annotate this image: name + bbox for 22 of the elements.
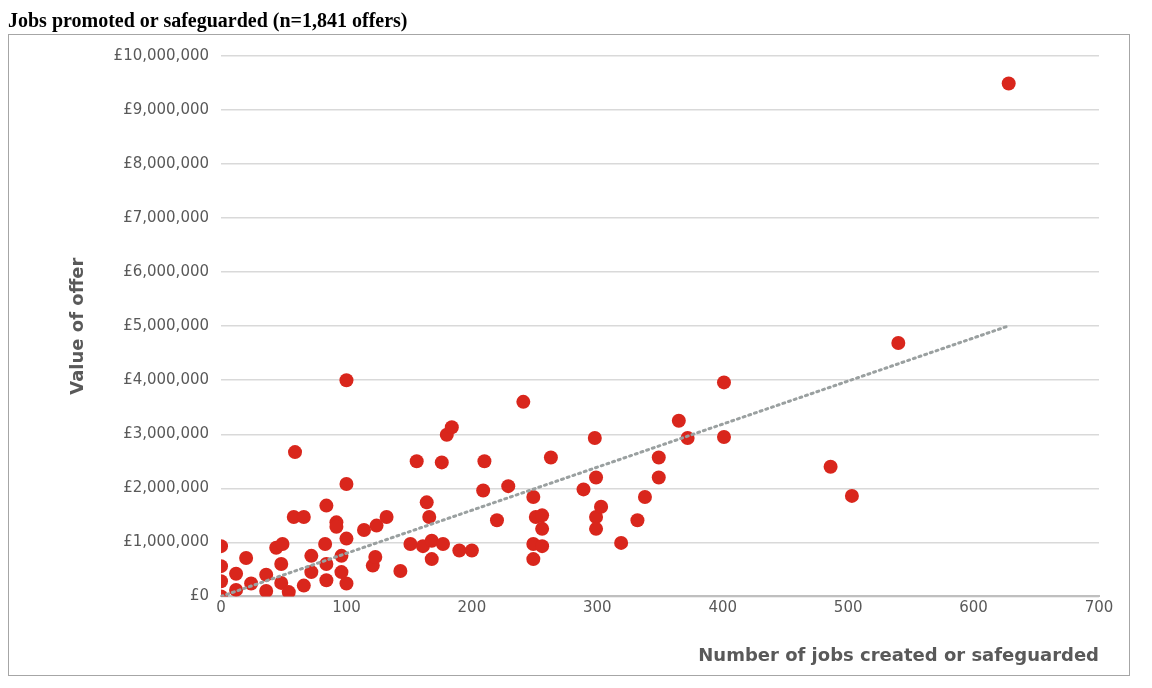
x-tick-label: 500	[833, 598, 863, 617]
x-tick-label: 700	[1084, 598, 1114, 617]
y-axis-title: Value of offer	[66, 257, 88, 395]
x-tick-label: 100	[332, 598, 361, 617]
y-tick-label: £9,000,000	[123, 99, 210, 118]
y-tick-label: £2,000,000	[123, 478, 210, 497]
y-tick-label: £10,000,000	[113, 45, 210, 64]
chart-title: Jobs promoted or safeguarded (n=1,841 offers)	[8, 8, 409, 32]
y-tick-label: £5,000,000	[123, 316, 210, 335]
y-tick-label: £0	[189, 586, 210, 605]
y-tick-label: £6,000,000	[123, 262, 210, 281]
y-tick-label: £3,000,000	[123, 424, 210, 443]
x-axis-title: Number of jobs created or safeguarded	[698, 643, 1099, 665]
x-tick-label: 400	[708, 598, 738, 617]
x-tick-label: 200	[457, 598, 487, 617]
x-tick-label: 300	[582, 598, 612, 617]
x-tick-label: 0	[216, 598, 226, 617]
y-tick-label: £7,000,000	[123, 208, 210, 227]
x-tick-label: 600	[959, 598, 988, 617]
y-tick-label: £1,000,000	[123, 532, 210, 551]
y-tick-label: £4,000,000	[123, 370, 210, 389]
y-tick-label: £8,000,000	[123, 153, 210, 172]
